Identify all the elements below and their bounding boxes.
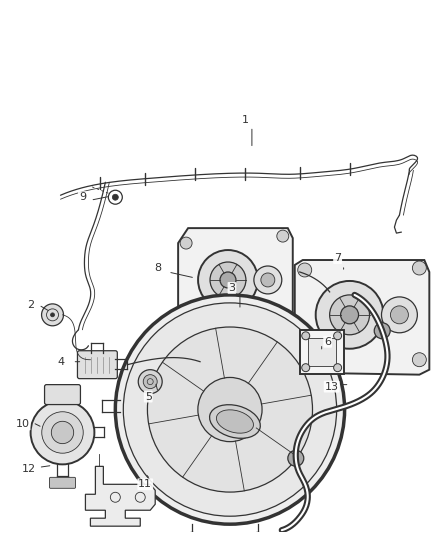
Text: 3: 3 <box>229 283 236 293</box>
Circle shape <box>138 370 162 393</box>
Text: 9: 9 <box>79 192 86 202</box>
Circle shape <box>277 230 289 242</box>
Circle shape <box>390 306 408 324</box>
Circle shape <box>279 312 291 324</box>
Text: 12: 12 <box>21 464 35 474</box>
Ellipse shape <box>216 410 254 433</box>
Circle shape <box>42 411 83 453</box>
Circle shape <box>381 297 417 333</box>
Circle shape <box>302 332 310 340</box>
Polygon shape <box>295 260 429 375</box>
Circle shape <box>148 327 312 492</box>
Circle shape <box>180 237 192 249</box>
Circle shape <box>198 377 262 442</box>
Circle shape <box>334 364 342 372</box>
Circle shape <box>143 375 157 389</box>
Circle shape <box>254 266 282 294</box>
Circle shape <box>42 304 64 326</box>
Circle shape <box>413 353 426 367</box>
Ellipse shape <box>209 405 260 438</box>
Text: 5: 5 <box>145 392 152 401</box>
Circle shape <box>50 313 54 317</box>
FancyBboxPatch shape <box>308 338 336 366</box>
Circle shape <box>198 250 258 310</box>
Circle shape <box>334 332 342 340</box>
Text: 1: 1 <box>241 116 248 125</box>
Circle shape <box>210 262 246 298</box>
Circle shape <box>115 295 345 524</box>
FancyBboxPatch shape <box>45 385 81 405</box>
Text: 8: 8 <box>155 263 162 273</box>
FancyBboxPatch shape <box>78 351 117 378</box>
Circle shape <box>31 401 95 464</box>
Circle shape <box>298 353 312 367</box>
Circle shape <box>316 281 384 349</box>
Circle shape <box>261 273 275 287</box>
Circle shape <box>124 303 337 516</box>
Circle shape <box>220 272 236 288</box>
Text: 13: 13 <box>325 382 339 392</box>
Circle shape <box>186 532 198 533</box>
Circle shape <box>288 450 304 466</box>
Text: 7: 7 <box>334 253 341 263</box>
Text: 10: 10 <box>16 419 30 430</box>
Circle shape <box>298 263 312 277</box>
Text: 2: 2 <box>27 300 34 310</box>
Text: 11: 11 <box>138 479 152 489</box>
Polygon shape <box>178 228 293 331</box>
Text: 6: 6 <box>324 337 331 347</box>
Circle shape <box>112 194 118 200</box>
Polygon shape <box>85 466 155 526</box>
FancyBboxPatch shape <box>300 330 343 374</box>
Circle shape <box>330 295 370 335</box>
Circle shape <box>51 421 74 443</box>
Text: 4: 4 <box>57 357 64 367</box>
Circle shape <box>341 306 359 324</box>
Circle shape <box>180 312 192 324</box>
Circle shape <box>252 532 264 533</box>
Circle shape <box>302 364 310 372</box>
FancyBboxPatch shape <box>49 478 75 488</box>
Circle shape <box>374 323 390 339</box>
Circle shape <box>413 261 426 275</box>
